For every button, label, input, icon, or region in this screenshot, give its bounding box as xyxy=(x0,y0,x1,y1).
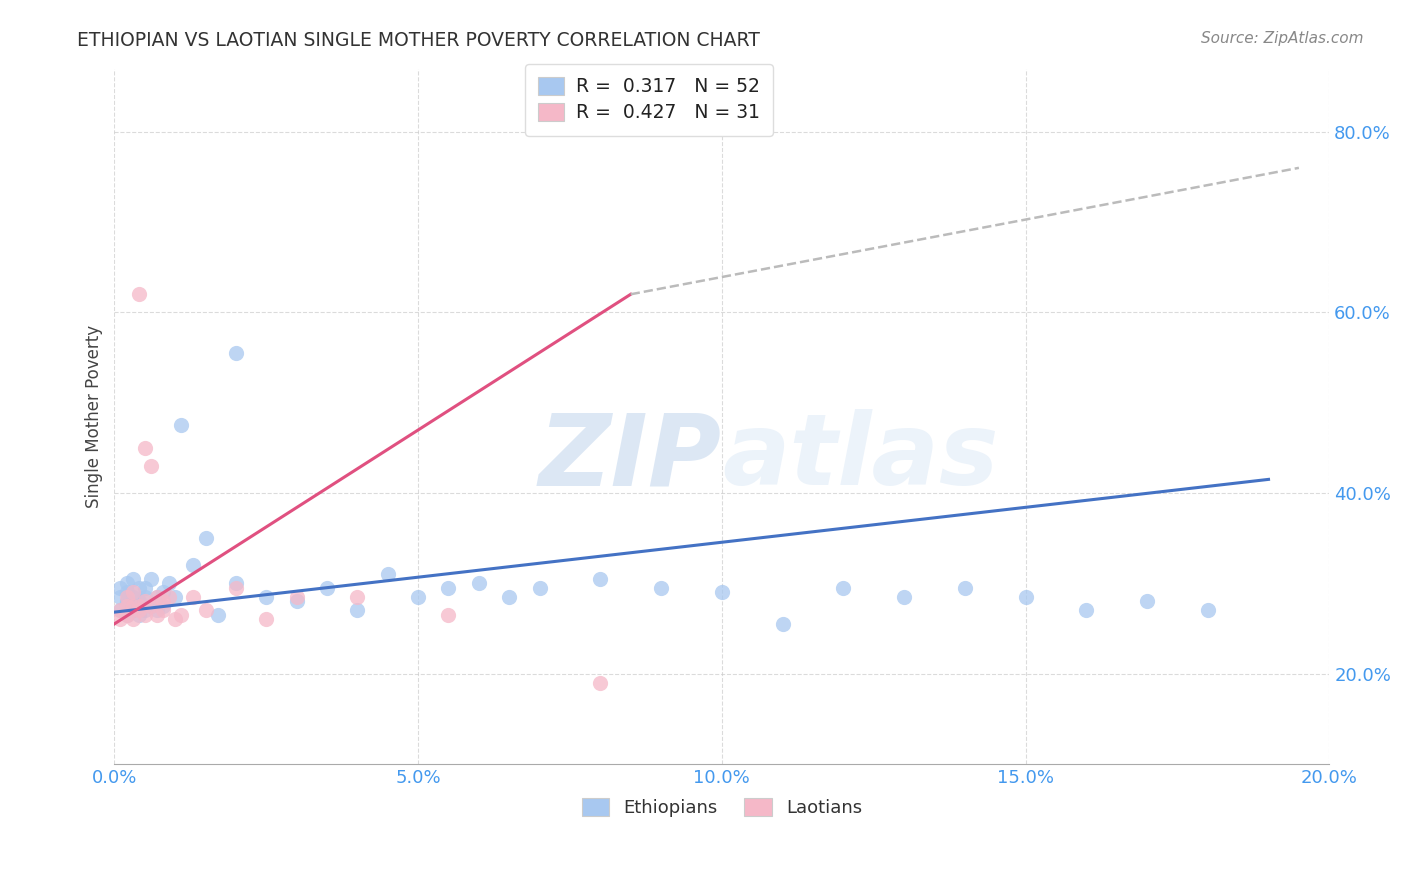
Point xyxy=(128,599,150,613)
Point xyxy=(134,441,156,455)
Point xyxy=(183,590,205,604)
Point xyxy=(134,594,156,608)
Point xyxy=(121,603,143,617)
Point xyxy=(146,590,169,604)
Point xyxy=(468,576,491,591)
Point xyxy=(121,572,143,586)
Legend: Ethiopians, Laotians: Ethiopians, Laotians xyxy=(575,791,869,824)
Point xyxy=(437,581,460,595)
Point xyxy=(285,590,308,604)
Point xyxy=(194,603,217,617)
Point xyxy=(1136,594,1159,608)
Text: ZIP: ZIP xyxy=(538,409,721,507)
Point xyxy=(165,612,187,626)
Point xyxy=(152,603,174,617)
Point xyxy=(139,572,162,586)
Point xyxy=(139,599,162,613)
Point xyxy=(157,576,180,591)
Point xyxy=(254,590,277,604)
Point xyxy=(832,581,855,595)
Point xyxy=(115,594,138,608)
Y-axis label: Single Mother Poverty: Single Mother Poverty xyxy=(86,325,103,508)
Point xyxy=(710,585,733,599)
Point xyxy=(1197,603,1219,617)
Point xyxy=(170,418,193,433)
Point xyxy=(170,607,193,622)
Point xyxy=(1014,590,1036,604)
Point xyxy=(110,603,132,617)
Point xyxy=(139,458,162,473)
Point xyxy=(377,567,399,582)
Point xyxy=(146,603,169,617)
Point xyxy=(121,585,143,599)
Point xyxy=(115,585,138,599)
Point xyxy=(165,590,187,604)
Point xyxy=(498,590,520,604)
Point xyxy=(110,581,132,595)
Point xyxy=(225,576,247,591)
Point xyxy=(152,599,174,613)
Point xyxy=(134,607,156,622)
Point xyxy=(152,594,174,608)
Point xyxy=(146,607,169,622)
Point xyxy=(110,603,132,617)
Point xyxy=(128,581,150,595)
Point xyxy=(115,599,138,613)
Point xyxy=(650,581,672,595)
Point xyxy=(893,590,915,604)
Point xyxy=(115,590,138,604)
Point xyxy=(437,607,460,622)
Point xyxy=(110,590,132,604)
Point xyxy=(406,590,429,604)
Point xyxy=(121,599,143,613)
Point xyxy=(346,590,368,604)
Point xyxy=(225,581,247,595)
Point xyxy=(121,599,143,613)
Point xyxy=(589,572,612,586)
Point xyxy=(115,576,138,591)
Point xyxy=(134,603,156,617)
Point xyxy=(183,558,205,573)
Point xyxy=(772,616,794,631)
Point xyxy=(316,581,339,595)
Text: ETHIOPIAN VS LAOTIAN SINGLE MOTHER POVERTY CORRELATION CHART: ETHIOPIAN VS LAOTIAN SINGLE MOTHER POVER… xyxy=(77,31,761,50)
Point xyxy=(285,594,308,608)
Point xyxy=(128,594,150,608)
Point xyxy=(589,675,612,690)
Point xyxy=(128,287,150,301)
Point xyxy=(115,607,138,622)
Point xyxy=(1076,603,1098,617)
Point xyxy=(128,607,150,622)
Point xyxy=(121,612,143,626)
Point xyxy=(134,590,156,604)
Point xyxy=(953,581,976,595)
Point xyxy=(152,585,174,599)
Text: atlas: atlas xyxy=(721,409,998,507)
Text: Source: ZipAtlas.com: Source: ZipAtlas.com xyxy=(1201,31,1364,46)
Point xyxy=(529,581,551,595)
Point xyxy=(139,599,162,613)
Point xyxy=(254,612,277,626)
Point xyxy=(110,612,132,626)
Point xyxy=(157,590,180,604)
Point xyxy=(194,531,217,545)
Point xyxy=(146,590,169,604)
Point xyxy=(115,607,138,622)
Point xyxy=(346,603,368,617)
Point xyxy=(128,603,150,617)
Point xyxy=(121,590,143,604)
Point xyxy=(207,607,229,622)
Point xyxy=(134,581,156,595)
Point xyxy=(225,346,247,360)
